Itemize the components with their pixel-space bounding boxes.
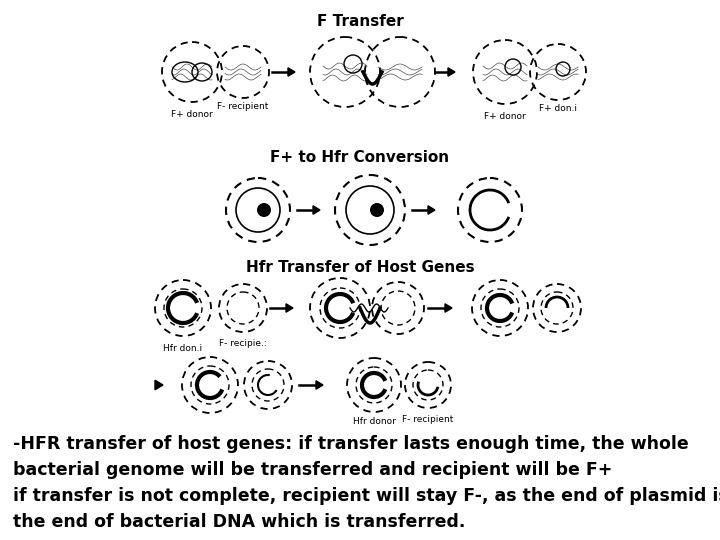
Text: the end of bacterial DNA which is transferred.: the end of bacterial DNA which is transf… (13, 513, 465, 531)
Polygon shape (286, 304, 293, 312)
Text: F- recipient: F- recipient (217, 102, 269, 111)
Text: F+ donor: F+ donor (171, 110, 213, 119)
Text: F+ to Hfr Conversion: F+ to Hfr Conversion (271, 151, 449, 165)
Text: F+ donor: F+ donor (484, 112, 526, 121)
Text: F Transfer: F Transfer (317, 15, 403, 30)
Circle shape (257, 203, 271, 217)
Text: if transfer is not complete, recipient will stay F-, as the end of plasmid is on: if transfer is not complete, recipient w… (13, 487, 720, 505)
Polygon shape (448, 68, 455, 76)
Text: Hfr donor: Hfr donor (353, 417, 395, 426)
Polygon shape (316, 381, 323, 389)
Polygon shape (428, 206, 435, 214)
Text: bacterial genome will be transferred and recipient will be F+: bacterial genome will be transferred and… (13, 461, 612, 479)
Text: F+ don.i: F+ don.i (539, 104, 577, 113)
Text: Hfr Transfer of Host Genes: Hfr Transfer of Host Genes (246, 260, 474, 274)
Text: -HFR transfer of host genes: if transfer lasts enough time, the whole: -HFR transfer of host genes: if transfer… (13, 435, 689, 453)
Text: F- recipie.:: F- recipie.: (219, 339, 267, 348)
Polygon shape (445, 304, 452, 312)
Text: Hfr don.i: Hfr don.i (163, 344, 202, 353)
Polygon shape (313, 206, 320, 214)
Text: F- recipient: F- recipient (402, 415, 454, 424)
Polygon shape (288, 68, 295, 76)
Circle shape (370, 203, 384, 217)
Polygon shape (155, 380, 163, 390)
